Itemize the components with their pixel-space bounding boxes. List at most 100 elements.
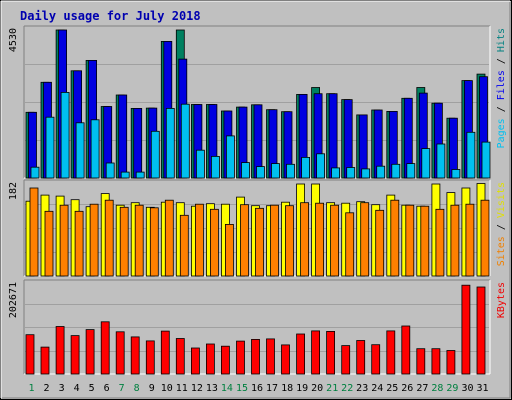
bar-sites-day-8 <box>134 204 144 277</box>
bar-sites-day-16 <box>255 207 264 277</box>
bar-pages-day-16 <box>256 166 265 179</box>
bar-kbytes-day-10 <box>160 330 170 375</box>
bar-sites-day-6 <box>104 199 114 277</box>
bar-kbytes-day-7 <box>115 331 125 375</box>
x-tick-label: 29 <box>446 383 458 394</box>
bar-sites-day-29 <box>450 204 460 277</box>
bar-pages-day-17 <box>271 163 280 179</box>
bar-sites-day-5 <box>89 203 99 277</box>
chart-title: Daily usage for July 2018 <box>20 9 201 23</box>
bar-sites-day-31 <box>480 199 490 277</box>
panel-kbytes: 202671 KBytes <box>8 279 507 375</box>
bar-pages-day-24 <box>376 165 386 179</box>
panel-hits: 4530 Pages / Files / Hits <box>8 25 507 179</box>
bar-sites-day-19 <box>300 202 310 277</box>
x-tick-label: 24 <box>371 383 383 394</box>
bar-pages-day-11 <box>180 103 190 179</box>
bar-pages-day-30 <box>466 131 476 179</box>
bar-pages-day-1 <box>30 166 40 179</box>
bar-kbytes-day-25 <box>386 330 396 375</box>
x-tick-label: 23 <box>356 383 368 394</box>
bar-sites-day-9 <box>149 207 159 277</box>
x-tick-label: 18 <box>281 383 293 394</box>
bar-sites-day-24 <box>375 209 385 277</box>
bar-files-day-21 <box>328 93 338 179</box>
x-tick-label: 22 <box>341 383 353 394</box>
scale-label-visits: 182 <box>8 182 19 200</box>
bar-sites-day-3 <box>59 204 69 277</box>
bar-pages-day-5 <box>90 119 100 179</box>
bar-files-day-29 <box>448 117 458 179</box>
bar-pages-day-2 <box>45 116 55 179</box>
bar-kbytes-day-15 <box>236 340 245 375</box>
bar-kbytes-day-4 <box>70 335 80 375</box>
bar-kbytes-day-21 <box>326 330 336 375</box>
bar-pages-day-6 <box>105 162 115 179</box>
x-tick-label: 8 <box>134 383 140 394</box>
bar-kbytes-day-16 <box>251 338 260 375</box>
bar-files-day-22 <box>343 99 353 179</box>
bar-kbytes-day-31 <box>476 286 486 375</box>
bar-pages-day-28 <box>436 143 446 179</box>
bar-sites-day-15 <box>240 204 249 277</box>
bar-sites-day-21 <box>330 204 340 277</box>
x-tick-label: 2 <box>43 383 49 394</box>
x-tick-label: 5 <box>89 383 95 394</box>
bar-sites-day-10 <box>164 199 174 277</box>
bar-pages-day-15 <box>241 162 250 179</box>
legend-hits-part: Hits <box>496 28 507 52</box>
bar-kbytes-day-12 <box>190 347 200 375</box>
bar-pages-day-14 <box>225 135 235 179</box>
x-tick-label: 6 <box>104 383 110 394</box>
legend-visits-part: Visits <box>496 182 507 218</box>
bar-sites-day-18 <box>285 205 294 277</box>
bar-kbytes-day-30 <box>461 284 471 375</box>
bar-pages-day-7 <box>120 171 130 179</box>
x-tick-label: 15 <box>236 383 248 394</box>
bar-kbytes-day-14 <box>220 345 230 375</box>
bar-kbytes-day-1 <box>25 334 35 375</box>
x-tick-label: 13 <box>206 383 218 394</box>
legend-visits: Sites / Visits <box>496 182 507 266</box>
bar-files-day-8 <box>133 108 143 179</box>
bar-sites-day-4 <box>74 210 84 277</box>
bar-sites-day-11 <box>179 214 189 277</box>
x-tick-label: 7 <box>119 383 125 394</box>
bar-sites-day-2 <box>44 210 54 277</box>
x-tick-label: 14 <box>221 383 233 394</box>
legend-hits-part: / <box>496 100 507 118</box>
bar-files-day-7 <box>118 94 128 179</box>
bar-pages-day-27 <box>421 148 431 179</box>
x-tick-label: 25 <box>386 383 398 394</box>
legend-hits-part: Files <box>496 70 507 100</box>
bar-kbytes-day-5 <box>85 329 95 375</box>
bar-pages-day-18 <box>286 163 295 179</box>
x-tick-label: 21 <box>326 383 338 394</box>
legend-kbytes-part: KBytes <box>496 282 507 318</box>
bar-pages-day-23 <box>361 168 371 179</box>
bar-kbytes-day-24 <box>371 344 381 375</box>
x-tick-label: 9 <box>149 383 155 394</box>
bar-pages-day-29 <box>451 169 461 179</box>
bar-kbytes-day-20 <box>311 330 321 375</box>
bar-sites-day-22 <box>345 212 355 277</box>
scale-label-kbytes: 202671 <box>8 282 19 318</box>
x-tick-label: 10 <box>161 383 173 394</box>
x-tick-label: 17 <box>266 383 278 394</box>
bar-kbytes-day-11 <box>175 338 185 375</box>
bar-sites-day-12 <box>194 203 204 277</box>
bar-pages-day-8 <box>135 171 145 179</box>
x-tick-label: 16 <box>251 383 263 394</box>
bar-sites-day-27 <box>420 205 430 277</box>
bar-sites-day-25 <box>390 199 400 277</box>
x-tick-label: 20 <box>311 383 323 394</box>
bar-kbytes-day-28 <box>431 348 441 375</box>
bar-kbytes-day-6 <box>100 321 110 375</box>
bar-pages-day-10 <box>165 108 175 179</box>
legend-visits-part: / <box>496 218 507 236</box>
bar-sites-day-23 <box>360 202 370 277</box>
x-tick-label: 11 <box>176 383 188 394</box>
bar-kbytes-day-29 <box>446 350 456 375</box>
bar-pages-day-22 <box>346 167 356 179</box>
